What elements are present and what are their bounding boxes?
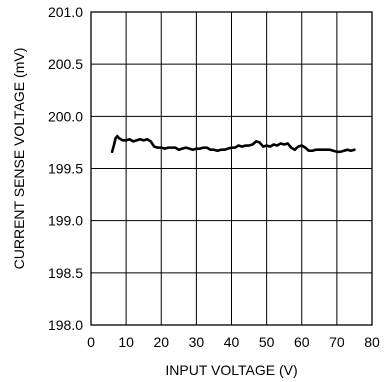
y-axis-label: CURRENT SENSE VOLTAGE (mV) — [11, 48, 27, 270]
x-tick-label: 40 — [224, 334, 240, 350]
x-tick-label: 80 — [364, 334, 380, 350]
y-tick-label: 198.5 — [48, 265, 83, 281]
x-axis-label: INPUT VOLTAGE (V) — [165, 362, 297, 378]
x-tick-label: 30 — [189, 334, 205, 350]
y-tick-labels: 198.0 198.5 199.0 199.5 200.0 200.5 201.0 — [48, 4, 83, 333]
x-tick-label: 50 — [259, 334, 275, 350]
x-tick-label: 10 — [118, 334, 134, 350]
plot-frame — [90, 11, 373, 326]
y-tick-label: 201.0 — [48, 4, 83, 20]
y-tick-label: 200.0 — [48, 108, 83, 124]
grid — [91, 12, 372, 325]
x-tick-label: 60 — [294, 334, 310, 350]
series-line — [110, 134, 356, 154]
y-tick-label: 199.5 — [48, 161, 83, 177]
x-tick-label: 20 — [153, 334, 169, 350]
y-tick-label: 199.0 — [48, 213, 83, 229]
y-tick-label: 198.0 — [48, 317, 83, 333]
x-tick-labels: 0 10 20 30 40 50 60 70 80 — [87, 334, 380, 350]
y-tick-label: 200.5 — [48, 56, 83, 72]
x-tick-label: 70 — [329, 334, 345, 350]
x-tick-label: 0 — [87, 334, 95, 350]
